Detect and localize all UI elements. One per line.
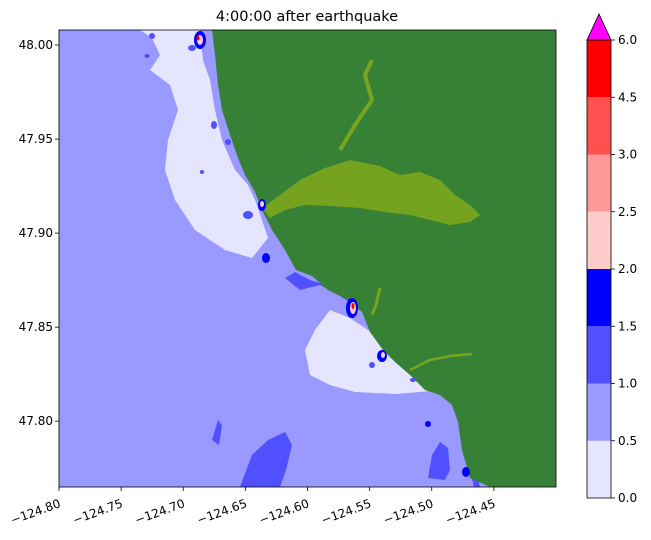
river-north-branch <box>338 59 375 152</box>
map-plot-area <box>58 29 557 488</box>
land <box>212 30 556 487</box>
river-east-branch <box>409 352 473 372</box>
ocean-band-1.0-1.5-c <box>212 420 222 445</box>
colorbar: 0.0 0.5 1.0 1.5 2.0 2.5 3.0 4.5 6.0 <box>586 13 637 505</box>
colorbar-extend-max <box>586 13 612 41</box>
colorbar-tick-label: 1.0 <box>618 377 637 391</box>
x-tick-label: −124.50 <box>381 496 435 527</box>
ocean-band-1.0-1.5-b <box>428 442 450 480</box>
chart-title: 4:00:00 after earthquake <box>216 9 398 25</box>
x-axis: −124.80 −124.75 −124.70 −124.65 −124.60 −124.… <box>9 487 498 527</box>
colorbar-tick-label: 1.5 <box>618 319 637 333</box>
colorbar-band <box>587 440 611 498</box>
x-tick-label: −124.75 <box>71 496 125 527</box>
x-tick-label: −124.80 <box>9 496 63 527</box>
x-tick-label: −124.65 <box>195 496 249 527</box>
y-tick-label: 47.85 <box>19 320 53 334</box>
y-tick-label: 47.80 <box>19 414 53 428</box>
colorbar-band <box>587 269 611 327</box>
colorbar-band <box>587 154 611 212</box>
colorbar-tick-label: 2.0 <box>618 262 637 276</box>
y-axis: 47.80 47.85 47.90 47.95 48.00 <box>19 38 59 428</box>
colorbar-band <box>587 383 611 441</box>
colorbar-tick-label: 4.5 <box>618 90 637 104</box>
x-tick-label: −124.70 <box>133 496 187 527</box>
colorbar-tick-label: 3.0 <box>618 148 637 162</box>
x-tick-label: −124.60 <box>257 496 311 527</box>
ocean-light-zone-north <box>140 30 268 258</box>
y-tick-label: 47.95 <box>19 132 53 146</box>
colorbar-tick-label: 6.0 <box>618 33 637 47</box>
colorbar-tick-label: 0.0 <box>618 491 637 505</box>
river-south-branch <box>370 287 382 316</box>
colorbar-band <box>587 97 611 155</box>
colorbar-band <box>587 40 611 98</box>
x-tick-label: −124.45 <box>444 496 498 527</box>
ocean-band-1.0-1.5-a <box>240 432 292 487</box>
y-tick-label: 48.00 <box>19 38 53 52</box>
colorbar-tick-label: 2.5 <box>618 205 637 219</box>
colorbar-band <box>587 326 611 384</box>
river-main <box>262 160 480 225</box>
x-tick-label: −124.55 <box>319 496 373 527</box>
hotspots <box>144 31 470 477</box>
y-tick-label: 47.90 <box>19 226 53 240</box>
colorbar-tick-label: 0.5 <box>618 434 637 448</box>
colorbar-band <box>587 211 611 269</box>
